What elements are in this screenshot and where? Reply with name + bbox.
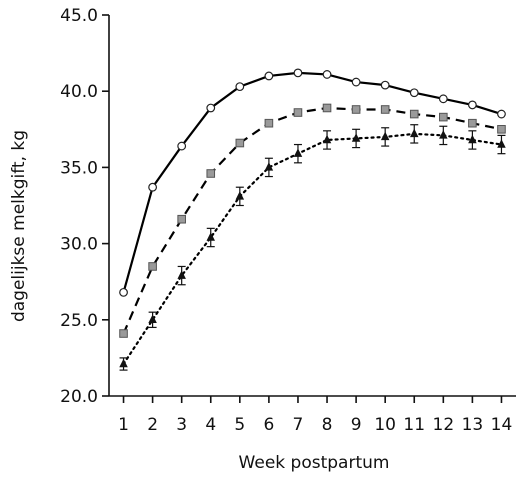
data-point-circle: [497, 109, 506, 119]
data-point-square: [409, 109, 419, 119]
x-tick-label: 14: [491, 415, 513, 435]
data-point-triangle: [351, 133, 361, 142]
x-tick-label: 10: [374, 415, 396, 435]
data-point-circle: [467, 100, 477, 110]
data-point-circle: [177, 141, 187, 151]
data-point-square: [235, 138, 245, 148]
data-point-circle: [380, 80, 390, 90]
x-tick-label: 7: [293, 415, 304, 435]
data-point-triangle: [497, 139, 506, 148]
y-axis-title: dagelijkse melkgift, kg: [9, 130, 29, 322]
x-tick-label: 6: [263, 415, 274, 435]
x-tick-label: 5: [234, 415, 245, 435]
x-tick-label: 13: [462, 415, 484, 435]
y-tick-label: 40.0: [60, 82, 98, 102]
data-point-triangle: [177, 270, 186, 279]
series-line: [122, 106, 502, 334]
x-axis-ticks: 1 2 3 4 5 6 7 8 9 10 11 12 13 14: [118, 396, 512, 435]
axes: [108, 15, 516, 397]
y-axis-ticks: 20.0 25.0 30.0 35.0 40.0 45.0: [60, 6, 109, 407]
data-point-circle: [206, 103, 216, 113]
data-point-square: [468, 118, 477, 128]
data-point-square: [293, 108, 303, 117]
data-point-triangle: [148, 314, 157, 324]
x-tick-label: 9: [351, 415, 362, 435]
series-2: [119, 103, 506, 338]
data-point-circle: [438, 94, 448, 104]
data-point-circle: [322, 70, 332, 79]
y-tick-label: 20.0: [60, 387, 98, 407]
data-point-circle: [264, 71, 274, 81]
data-point-triangle: [380, 131, 390, 141]
data-point-triangle: [468, 134, 477, 144]
y-tick-label: 45.0: [60, 6, 98, 26]
x-axis-title: Week postpartum: [239, 453, 390, 473]
x-tick-label: 11: [403, 415, 425, 435]
data-point-square: [206, 169, 216, 178]
x-tick-label: 12: [433, 415, 455, 435]
y-tick-label: 30.0: [60, 235, 98, 255]
data-point-square: [119, 329, 128, 338]
data-point-square: [148, 262, 157, 271]
data-point-circle: [119, 287, 128, 297]
data-point-circle: [351, 77, 361, 87]
series-layer: [119, 68, 506, 371]
series-3: [119, 124, 506, 371]
data-point-triangle: [322, 134, 332, 144]
data-point-circle: [409, 88, 419, 98]
data-point-square: [351, 105, 361, 114]
data-point-triangle: [410, 128, 419, 138]
series-1: [119, 68, 506, 297]
x-tick-label: 4: [205, 415, 216, 435]
data-point-square: [497, 125, 506, 134]
data-point-triangle: [235, 191, 245, 200]
data-point-triangle: [206, 232, 215, 241]
series-line: [122, 71, 502, 293]
data-point-triangle: [439, 130, 448, 139]
data-point-square: [177, 214, 186, 224]
data-point-circle: [148, 182, 158, 192]
data-point-square: [322, 103, 332, 113]
data-point-circle: [293, 68, 303, 78]
y-tick-label: 25.0: [60, 311, 98, 331]
x-tick-label: 8: [322, 415, 333, 435]
series-line: [122, 132, 503, 366]
data-point-triangle: [119, 358, 128, 368]
data-point-square: [439, 112, 448, 122]
data-point-square: [380, 105, 390, 114]
data-point-square: [264, 118, 274, 128]
y-tick-label: 35.0: [60, 158, 98, 178]
data-point-triangle: [264, 162, 274, 171]
x-tick-label: 1: [118, 415, 129, 435]
data-point-circle: [235, 82, 245, 92]
data-point-triangle: [293, 148, 303, 157]
x-tick-label: 3: [176, 415, 187, 435]
x-tick-label: 2: [147, 415, 158, 435]
